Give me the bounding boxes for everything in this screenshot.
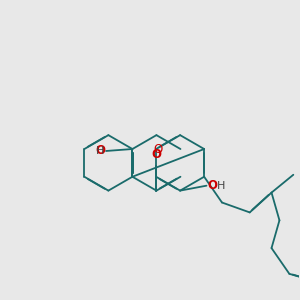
Text: O: O — [152, 148, 161, 161]
Text: O: O — [95, 145, 105, 158]
Text: O: O — [208, 179, 218, 192]
Text: O: O — [154, 143, 163, 156]
Text: H: H — [216, 181, 225, 191]
Text: H: H — [96, 146, 104, 156]
